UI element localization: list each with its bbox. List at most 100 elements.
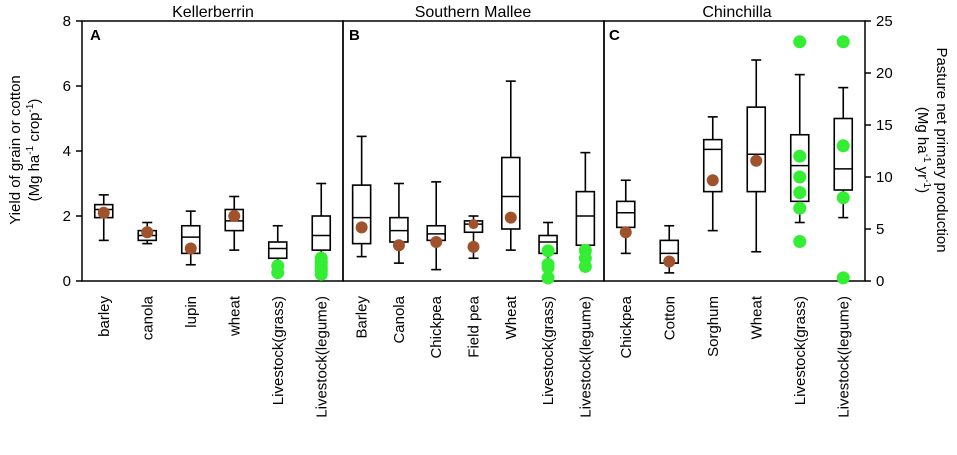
pasture-point bbox=[541, 260, 555, 274]
left-axis-label: Yield of grain or cotton (Mg ha-1 crop-1… bbox=[7, 75, 43, 225]
box-livestock-legume- bbox=[311, 182, 332, 281]
box-wheat bbox=[500, 80, 521, 251]
iqr-box bbox=[500, 156, 521, 230]
category-label: wheat bbox=[226, 295, 243, 337]
category-label: Livestock(grass) bbox=[270, 296, 287, 405]
mean-marker bbox=[619, 226, 632, 239]
left-unit-part-2: crop bbox=[26, 112, 43, 145]
right-tick-label: 25 bbox=[876, 13, 893, 30]
box-cotton bbox=[659, 224, 680, 274]
pasture-point bbox=[541, 271, 555, 285]
category-label: barley bbox=[96, 296, 113, 337]
pasture-point bbox=[314, 267, 328, 281]
pasture-point bbox=[578, 259, 592, 273]
right-tick-label: 20 bbox=[876, 65, 893, 82]
mean-marker bbox=[97, 206, 110, 219]
mean-marker bbox=[467, 240, 480, 253]
box-wheat bbox=[224, 195, 245, 251]
left-tick-label: 0 bbox=[63, 273, 71, 290]
box-livestock-legume- bbox=[833, 35, 854, 285]
pasture-point bbox=[793, 186, 807, 200]
category-label: Livestock(grass) bbox=[792, 296, 809, 405]
box-chickpea bbox=[426, 181, 447, 271]
category-label: Barley bbox=[354, 296, 371, 339]
category-label: canola bbox=[139, 295, 156, 340]
category-label: lupin bbox=[183, 296, 200, 328]
right-axis-ticks: 0 5 10 15 20 25 bbox=[865, 13, 893, 290]
category-label: Wheat bbox=[748, 295, 765, 339]
left-tick-label: 8 bbox=[63, 13, 71, 30]
box-canola bbox=[389, 182, 409, 264]
left-axis-label-line2: (Mg ha-1 crop-1) bbox=[25, 99, 43, 202]
right-unit-sup-1: -1 bbox=[921, 154, 932, 163]
mean-marker bbox=[504, 211, 517, 224]
box-livestock-grass- bbox=[538, 221, 558, 285]
category-label: Livestock(grass) bbox=[540, 296, 557, 405]
right-unit-part-2: yr bbox=[914, 163, 931, 180]
mean-marker bbox=[430, 236, 443, 248]
box-livestock-grass- bbox=[789, 35, 810, 248]
left-unit-part-3: ) bbox=[26, 99, 43, 104]
right-axis-label-line1: Pasture net primary production bbox=[933, 47, 950, 252]
left-axis-label-line1: Yield of grain or cotton bbox=[7, 75, 24, 225]
right-unit-sup-2: -1 bbox=[921, 179, 932, 188]
category-label: Field pea bbox=[466, 295, 483, 357]
pasture-point bbox=[793, 201, 807, 215]
pasture-point bbox=[793, 234, 807, 248]
category-label: Chickpea bbox=[618, 295, 635, 358]
category-label: Wheat bbox=[503, 295, 520, 339]
right-tick-label: 5 bbox=[876, 221, 884, 238]
mean-marker bbox=[141, 226, 154, 239]
panel-letter-b: B bbox=[349, 27, 360, 44]
category-label: Livestock(legume) bbox=[835, 296, 852, 418]
mean-marker bbox=[392, 239, 405, 252]
right-axis-label-line2: (Mg ha-1 yr-1) bbox=[914, 107, 932, 193]
box-barley bbox=[351, 135, 372, 258]
iqr-box bbox=[746, 106, 767, 193]
box-livestock-legume- bbox=[575, 151, 596, 273]
left-tick-label: 4 bbox=[63, 143, 71, 160]
iqr-box bbox=[267, 241, 288, 260]
left-tick-label: 6 bbox=[63, 78, 71, 95]
right-tick-label: 15 bbox=[876, 117, 893, 134]
right-unit-part-3: ) bbox=[914, 188, 931, 193]
box-lupin bbox=[180, 210, 201, 266]
iqr-box bbox=[833, 117, 854, 191]
iqr-box bbox=[351, 184, 372, 245]
pasture-point bbox=[836, 191, 850, 205]
pasture-point bbox=[541, 244, 555, 258]
category-labels: barley canola lupin wheat Livestock(grass) Li… bbox=[96, 295, 853, 418]
mean-marker bbox=[663, 255, 676, 268]
panel-frame-c bbox=[603, 20, 866, 282]
panel-title-a: Kellerberrin bbox=[172, 4, 254, 21]
category-label: Cotton bbox=[661, 296, 678, 340]
pasture-point bbox=[836, 139, 850, 153]
left-unit-sup-1: -1 bbox=[25, 145, 36, 154]
category-label: Chickpea bbox=[428, 295, 445, 358]
mean-marker bbox=[706, 174, 719, 187]
box-field-pea bbox=[463, 215, 484, 260]
right-tick-label: 0 bbox=[876, 273, 884, 290]
box-wheat bbox=[746, 59, 767, 253]
iqr-box bbox=[311, 215, 332, 251]
right-tick-label: 10 bbox=[876, 169, 893, 186]
chart-marks bbox=[93, 35, 854, 285]
left-unit-part-1: (Mg ha bbox=[26, 154, 43, 201]
box-sorghum bbox=[702, 116, 723, 232]
iqr-box bbox=[789, 133, 810, 203]
left-tick-label: 2 bbox=[63, 208, 71, 225]
category-label: Canola bbox=[391, 295, 408, 343]
category-label: Livestock(legume) bbox=[313, 296, 330, 418]
box-chickpea bbox=[615, 179, 636, 255]
left-axis-ticks: 0 2 4 6 8 bbox=[63, 13, 82, 290]
pasture-point bbox=[836, 271, 850, 285]
category-label: Livestock(legume) bbox=[577, 296, 594, 418]
box-livestock-grass- bbox=[267, 224, 288, 280]
panel-letter-a: A bbox=[90, 27, 101, 44]
mean-marker bbox=[468, 219, 479, 230]
mean-marker bbox=[750, 154, 763, 167]
mean-marker bbox=[184, 242, 197, 255]
iqr-box bbox=[389, 216, 409, 243]
iqr-box bbox=[615, 200, 636, 229]
